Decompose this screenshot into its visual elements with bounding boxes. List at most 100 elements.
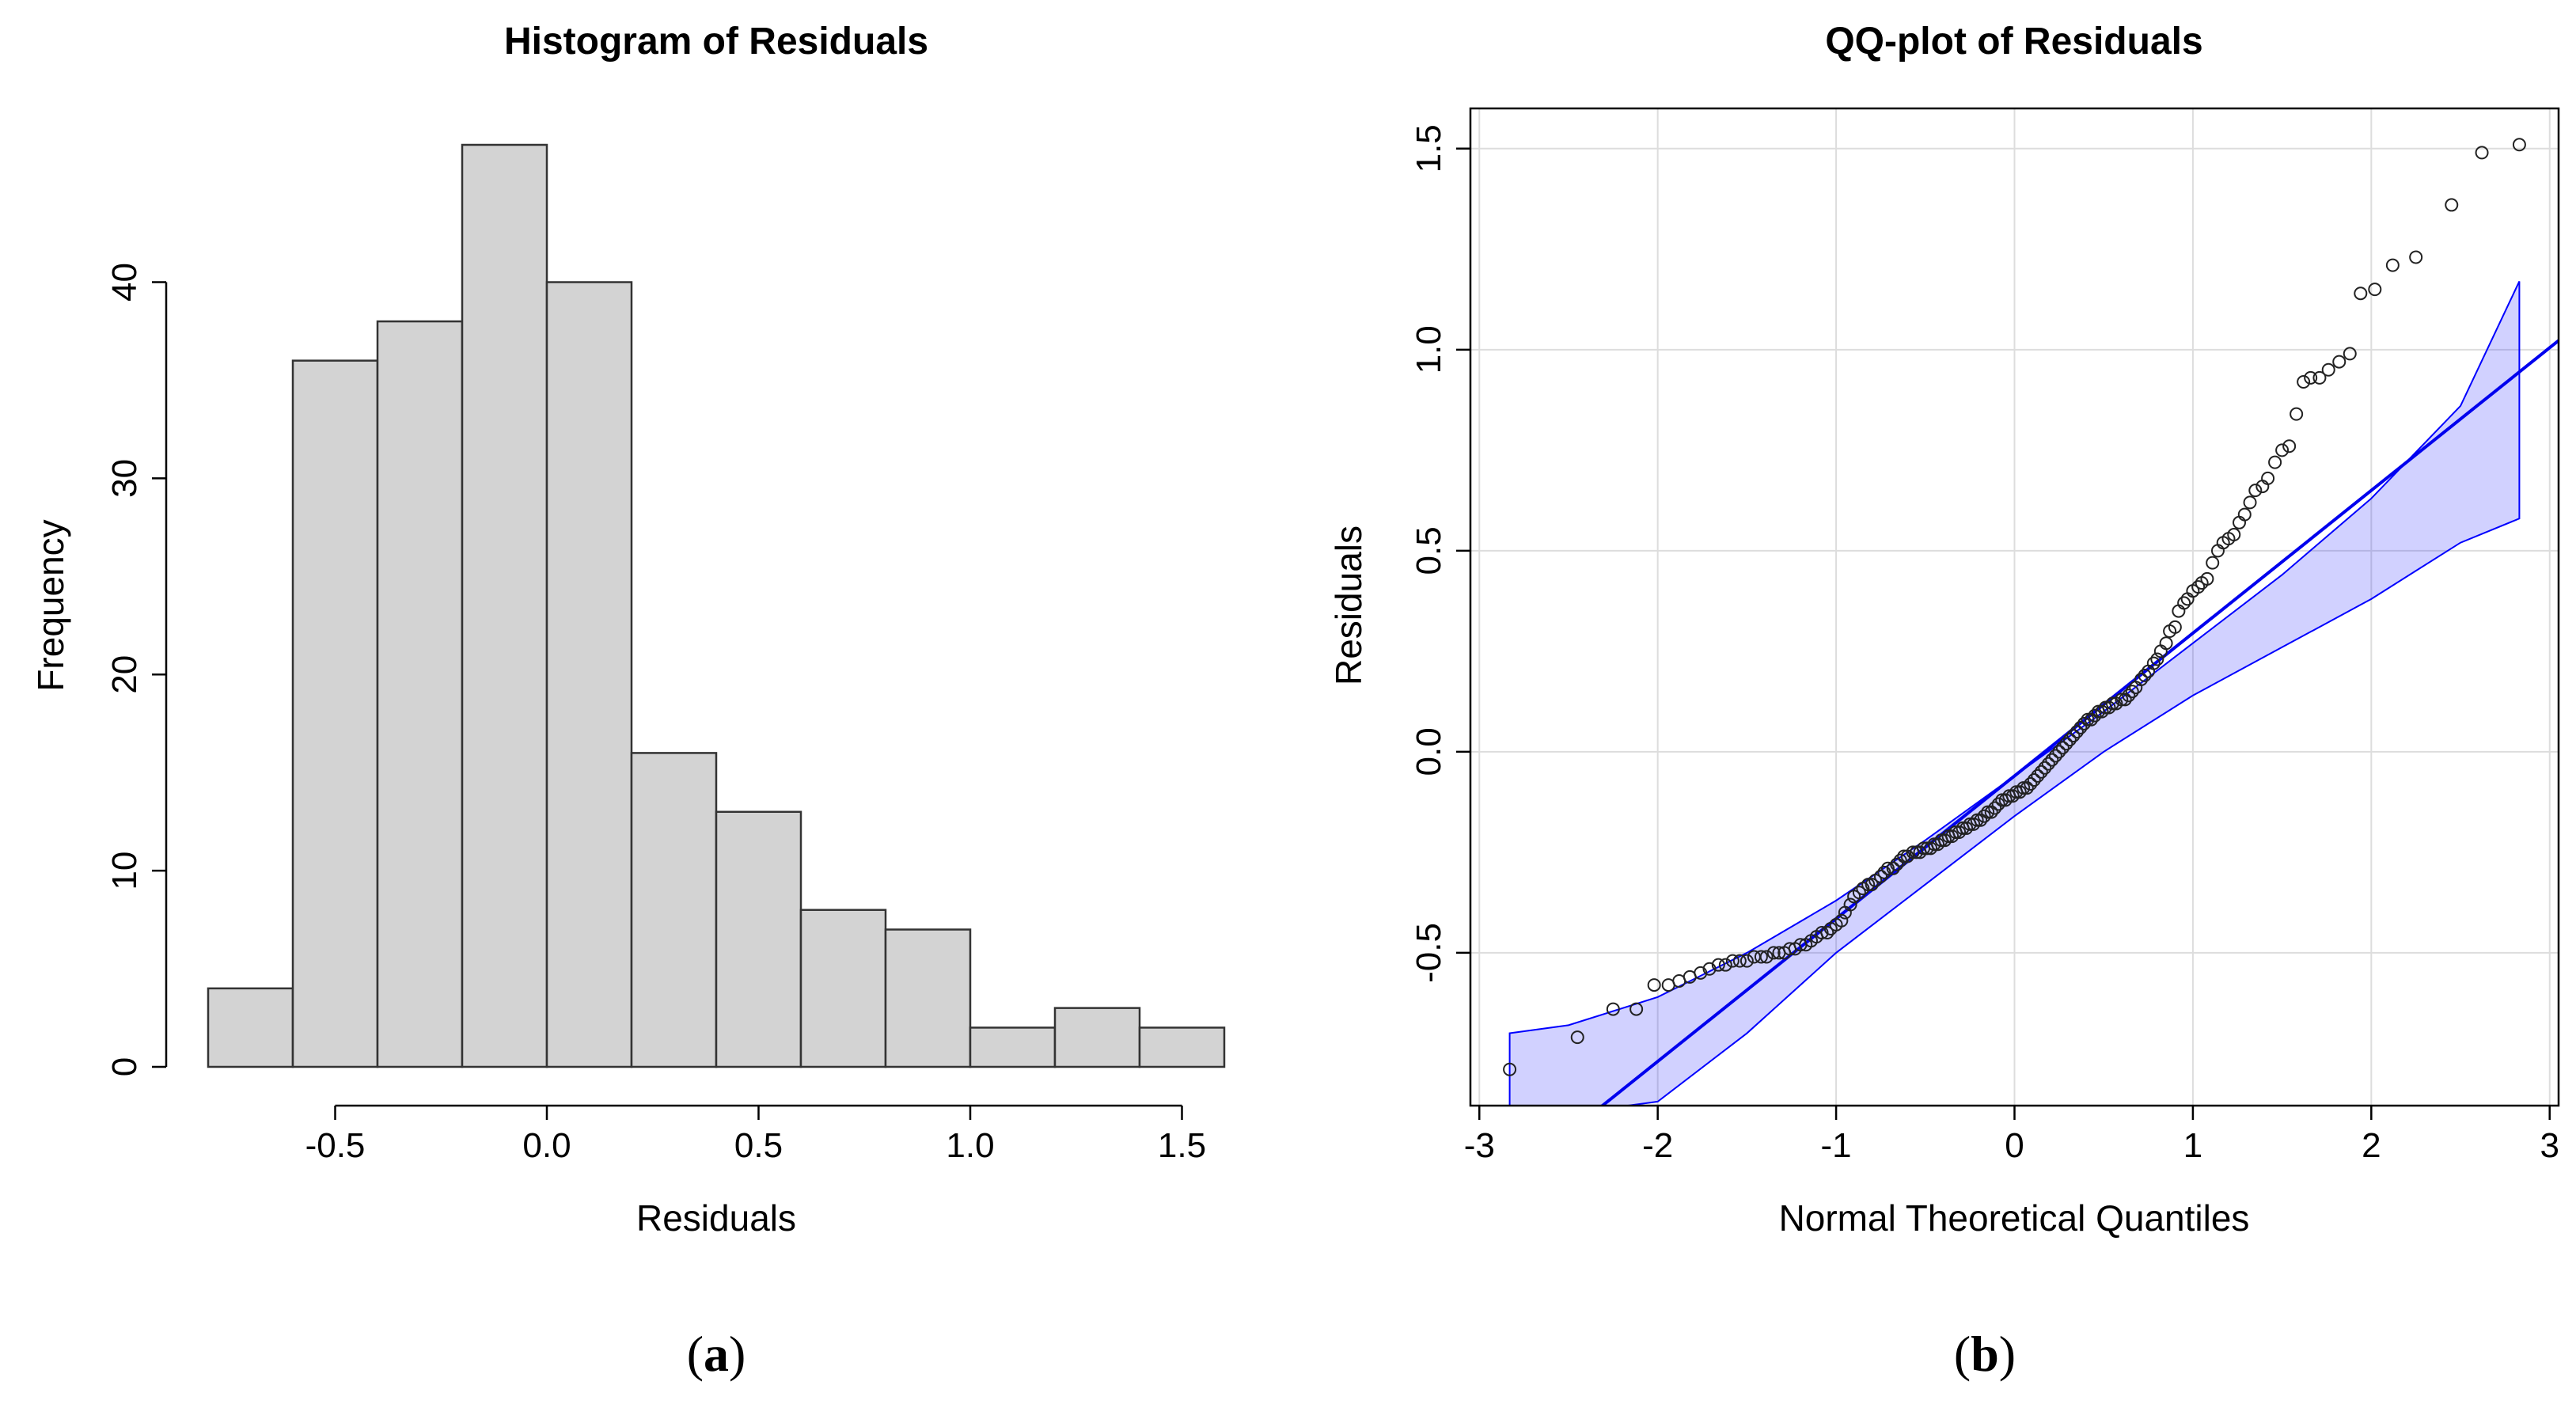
qq-point [2084, 712, 2098, 727]
histogram-bar [376, 320, 464, 1068]
histogram-bar [884, 928, 972, 1068]
histogram-y-label: Frequency [30, 519, 71, 691]
qq-point [1873, 869, 1887, 883]
qq-point [1931, 837, 1945, 852]
histogram-x-tick-label: 1.0 [946, 1126, 994, 1165]
qq-point [1977, 809, 1991, 823]
histogram-bar [1138, 1026, 1226, 1068]
qq-point [2059, 737, 2073, 751]
qq-point [1945, 829, 1960, 844]
qq-point [1861, 878, 1876, 892]
qq-point [2055, 741, 2070, 755]
qq-point [2095, 704, 2109, 719]
qq-point [2125, 685, 2139, 699]
qq-point [1766, 946, 1781, 960]
histogram-bar [630, 752, 718, 1068]
qq-point [1984, 805, 1998, 819]
histogram-y-tick-label: 20 [105, 655, 144, 694]
qq-point [1877, 865, 1891, 879]
qq-point [1893, 853, 1907, 867]
qq-point [1606, 1002, 1620, 1016]
histogram-x-tick-label: -0.5 [305, 1126, 366, 1165]
qq-point [2013, 785, 2027, 799]
qq-point [1967, 817, 1981, 831]
qq-point [2321, 362, 2335, 377]
qq-point [2041, 757, 2055, 771]
qqplot-x-tick-label: -2 [1642, 1126, 1673, 1165]
qqplot-x-label: Normal Theoretical Quantiles [1779, 1197, 2250, 1239]
qq-point [2045, 753, 2059, 767]
qq-point [2150, 652, 2164, 666]
qq-point [2115, 693, 2129, 707]
qq-point [1503, 1062, 1517, 1076]
qq-point [1981, 805, 1995, 819]
histogram-bar [207, 987, 294, 1068]
qq-point [1694, 966, 1708, 980]
qqplot-points [1503, 138, 2526, 1076]
qq-point [2066, 729, 2081, 743]
qq-point [1629, 1002, 1644, 1016]
qq-point [2191, 580, 2206, 594]
qqplot-y-tick-label: 0.0 [1409, 727, 1448, 776]
qq-point [2038, 761, 2052, 775]
qq-point [2343, 347, 2357, 361]
confidence-band-area [1508, 281, 2521, 1106]
qq-point [2146, 656, 2161, 670]
qq-point [2282, 439, 2297, 453]
qq-point [1991, 797, 2005, 811]
qq-point [1732, 954, 1747, 968]
qqplot-y-tick-label: 0.5 [1409, 526, 1448, 575]
qq-point [1886, 861, 1900, 875]
histogram-panel: Histogram of Residuals -0.5 0.0 0.5 1.0 1.5 … [30, 21, 1226, 1382]
qqplot-panel: QQ-plot of Residuals -3 -2 -1 0 1 2 3 -0.5 0.0 0… [1328, 21, 2560, 1382]
qqplot-confidence-band [1508, 281, 2521, 1106]
qq-point [2077, 716, 2091, 730]
reference-line [1599, 339, 2559, 1106]
qq-point [1702, 962, 1717, 976]
qq-point [1924, 841, 1938, 856]
qqplot-grid [1470, 108, 2559, 1106]
qq-point [2290, 407, 2304, 421]
histogram-bars [207, 143, 1226, 1068]
qq-point [2122, 689, 2136, 703]
qq-point [1718, 958, 1732, 972]
qq-point [2206, 556, 2220, 570]
qq-point [2024, 777, 2038, 791]
qqplot-x-axis: -3 -2 -1 0 1 2 3 [1464, 1106, 2559, 1165]
histogram-y-tick-label: 40 [105, 263, 144, 302]
qqplot-title: QQ-plot of Residuals [1825, 21, 2202, 63]
qq-point [2027, 772, 2041, 787]
qq-point [1988, 801, 2002, 815]
qqplot-y-label: Residuals [1328, 526, 1369, 685]
qqplot-x-tick-label: 3 [2540, 1126, 2559, 1165]
qq-point [2475, 146, 2489, 160]
qq-point [2261, 471, 2275, 485]
histogram-bar [799, 909, 887, 1068]
qqplot-y-tick-label: 1.5 [1409, 124, 1448, 173]
qq-point [2385, 258, 2400, 272]
qq-point [2070, 725, 2084, 738]
qq-point [2237, 507, 2252, 522]
histogram-x-axis: -0.5 0.0 0.5 1.0 1.5 [305, 1104, 1206, 1165]
histogram-y-tick-label: 10 [105, 852, 144, 890]
qq-point [2243, 495, 2257, 510]
qq-point [2062, 733, 2077, 747]
qq-point [1820, 926, 1834, 940]
qq-point [2368, 283, 2382, 297]
qq-point [2200, 571, 2214, 586]
qq-point [1739, 954, 1754, 968]
panel-label-b: (b) [1954, 1326, 2016, 1382]
qq-point [1711, 958, 1725, 972]
qq-point [1852, 886, 1866, 900]
qq-point [1865, 878, 1879, 892]
histogram-bar [291, 359, 379, 1068]
histogram-x-tick-label: 0.5 [734, 1126, 783, 1165]
qqplot-y-tick-label: 1.0 [1409, 325, 1448, 374]
histogram-y-tick-label: 30 [105, 459, 144, 498]
qq-point [2409, 250, 2423, 264]
histogram-bar [969, 1026, 1057, 1068]
qq-point [1754, 950, 1768, 964]
qqplot-y-axis: -0.5 0.0 0.5 1.0 1.5 [1409, 124, 1470, 983]
qq-point [2354, 286, 2368, 301]
panel-label-a: (a) [687, 1326, 746, 1382]
